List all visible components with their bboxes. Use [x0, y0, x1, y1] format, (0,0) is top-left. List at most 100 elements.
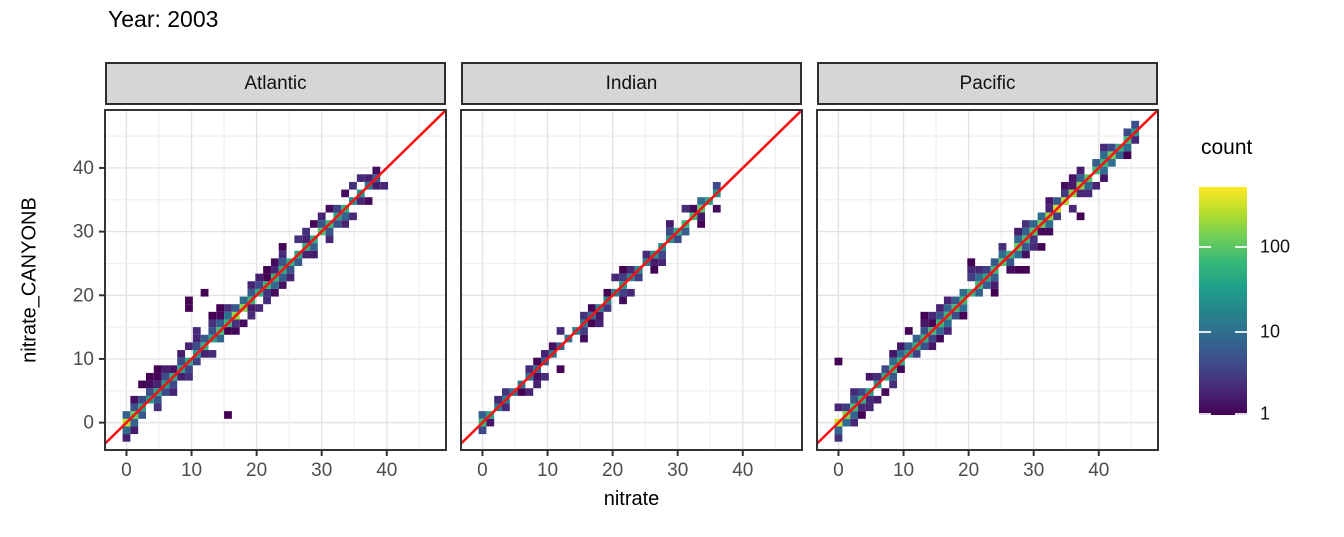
count-bin [302, 250, 310, 259]
x-tick-label: 0 [833, 460, 844, 481]
count-bin [294, 235, 303, 244]
count-bin [1014, 265, 1022, 274]
count-bin [1045, 197, 1054, 205]
count-bin [697, 220, 706, 228]
count-bin [185, 304, 193, 312]
count-bin [501, 403, 510, 412]
bins-layer [461, 110, 802, 445]
x-tick-label: 40 [732, 460, 753, 481]
x-tick-label: 20 [602, 460, 623, 481]
colorbar-tick [1199, 330, 1211, 333]
count-bin [278, 250, 287, 259]
count-bin [169, 388, 178, 396]
x-tick-label: 30 [1023, 460, 1044, 481]
x-tick-label: 10 [893, 460, 914, 481]
count-bin [161, 372, 170, 381]
count-bin [294, 258, 303, 266]
count-bin [580, 334, 588, 343]
count-bin [936, 327, 944, 335]
y-tick-label: 10 [73, 349, 94, 370]
count-bin [1076, 189, 1085, 198]
colorbar-tick [1199, 413, 1211, 415]
legend-title: count [1201, 136, 1253, 159]
count-bin [122, 411, 131, 419]
count-bin [130, 418, 139, 427]
count-bin [959, 288, 968, 297]
count-bin [712, 181, 721, 190]
count-bin [936, 304, 944, 312]
colorbar-tick [1235, 413, 1247, 415]
count-bin [247, 288, 256, 297]
count-bin [325, 235, 334, 244]
count-bin [943, 296, 952, 305]
facet-strip-label: Atlantic [244, 72, 307, 94]
count-bin [153, 403, 162, 412]
count-bin [247, 311, 256, 320]
count-bin [1100, 166, 1108, 175]
count-bin [263, 273, 271, 282]
count-bin [153, 365, 162, 373]
count-bin [1014, 250, 1022, 259]
count-bin [1021, 227, 1030, 236]
count-bin [541, 372, 549, 381]
count-bin [525, 365, 534, 373]
count-bin [1006, 258, 1015, 266]
count-bin [541, 350, 549, 358]
count-bin [1053, 197, 1062, 205]
identity-line [817, 110, 1158, 445]
count-bin [138, 411, 146, 419]
count-bin [216, 334, 225, 343]
facet-strip-atlantic: Atlantic [105, 62, 446, 105]
count-bin [278, 281, 287, 289]
count-bin [1068, 181, 1077, 190]
count-bin [967, 273, 976, 282]
count-bin [286, 265, 295, 274]
count-bin [130, 426, 139, 435]
count-bin [302, 235, 310, 244]
count-bin [255, 304, 264, 312]
count-bin [1037, 243, 1046, 251]
count-bin [587, 304, 596, 312]
count-bin [341, 189, 350, 198]
bins-layer [817, 110, 1158, 445]
y-axis: 0 10 20 30 40 [73, 158, 105, 434]
count-bin [309, 250, 318, 259]
count-bin [1053, 212, 1062, 221]
count-bin [517, 388, 526, 396]
count-bin [200, 288, 209, 297]
count-bin [990, 281, 999, 289]
count-bin [216, 311, 225, 320]
panel-border [816, 109, 1159, 451]
count-bin [122, 426, 131, 435]
count-bin [192, 327, 201, 335]
count-bin [1092, 159, 1101, 167]
panel-border [104, 109, 447, 451]
colorbar-tick [1235, 330, 1247, 333]
count-bin [834, 357, 843, 366]
count-bin [161, 365, 170, 373]
count-bin [364, 197, 373, 205]
count-bin [200, 334, 209, 343]
count-bin [325, 204, 334, 213]
count-bin [177, 357, 186, 366]
count-bin [626, 288, 635, 297]
count-bin [982, 265, 991, 274]
count-bin [834, 426, 843, 435]
x-tick-label: 20 [246, 460, 267, 481]
count-bin [865, 372, 874, 381]
count-bin [603, 304, 612, 312]
count-bin [951, 311, 960, 320]
count-bin [1100, 143, 1108, 152]
count-bin [525, 388, 534, 396]
count-bin [943, 319, 952, 328]
count-bin [177, 350, 186, 358]
count-bin [595, 319, 604, 328]
count-bin [873, 372, 882, 381]
panel-pacific: 0 10 20 30 40 [816, 109, 1159, 481]
count-bin [619, 296, 627, 305]
count-bin [1037, 227, 1046, 236]
count-bin [1123, 151, 1132, 160]
count-bin [998, 243, 1007, 251]
count-bin [642, 250, 651, 259]
count-bin [665, 220, 674, 228]
